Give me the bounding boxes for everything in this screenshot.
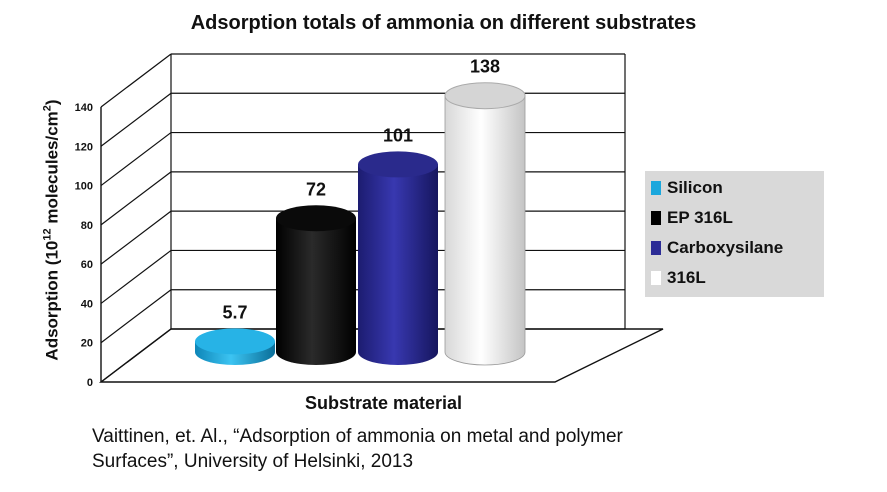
gridline-diag-140 [100,53,172,108]
bar-ep-316l: 72 [276,179,356,365]
bars: 5.7 72 101 138 [195,57,526,366]
caption-line-2: Surfaces”, University of Helsinki, 2013 [92,451,414,472]
bar-carboxysilane: 101 [358,125,438,365]
y-axis-label: Adsorption (1012 molecules/cm2) [41,99,62,361]
source-caption: Vaittinen, et. Al., “Adsorption of ammon… [92,424,872,474]
legend-item-316l: 316L [651,266,706,290]
bar-top-2 [358,151,438,178]
y-tick-label-40: 40 [81,298,93,310]
y-tick-label-60: 60 [81,259,93,271]
legend-label-carboxysilane: Carboxysilane [667,238,784,257]
data-label-2: 101 [383,125,413,145]
legend-label-316l: 316L [667,268,706,287]
bar-silicon: 5.7 [195,302,275,365]
legend-label-silicon: Silicon [667,178,723,197]
bar-body-1 [276,218,356,365]
legend-item-ep316l: EP 316L [651,206,733,230]
y-tick-label-20: 20 [81,338,93,350]
y-tick-label-140: 140 [75,102,93,114]
bar-body-2 [358,164,438,365]
legend-swatch-silicon [651,181,661,195]
legend-item-carboxysilane: Carboxysilane [651,236,783,260]
floor [98,328,664,383]
legend-swatch-carboxysilane [651,241,661,255]
data-label-0: 5.7 [222,302,247,322]
bar-top-3 [444,82,526,110]
gridline-diag-20 [100,289,172,344]
y-tick-label-120: 120 [75,141,93,153]
gridline-diag-100 [100,132,172,187]
gridline-diag-60 [100,210,172,265]
legend-label-ep316l: EP 316L [667,208,733,227]
chart-title: Adsorption totals of ammonia on differen… [190,12,697,34]
bar-top-0 [195,328,275,355]
bar-top-1 [276,205,356,232]
y-tick-label-100: 100 [75,181,93,193]
legend: Silicon EP 316L Carboxysilane 316L [645,171,824,297]
legend-swatch-316l [651,271,661,285]
data-label-1: 72 [306,179,326,199]
bar-body-3 [444,95,526,366]
gridline-diag-40 [100,249,172,304]
axes: 0 20 40 60 80 100 120 140 [75,102,664,389]
data-label-3: 138 [470,57,500,77]
x-axis-label: Substrate material [305,393,463,413]
y-tick-label-80: 80 [81,220,93,232]
bar-316l: 138 [444,57,526,366]
y-tick-label-0: 0 [87,377,93,389]
legend-swatch-ep316l [651,211,661,225]
gridline-diag-80 [100,171,172,226]
legend-item-silicon: Silicon [651,176,723,200]
caption-line-1: Vaittinen, et. Al., “Adsorption of ammon… [92,426,623,447]
gridline-diag-120 [100,92,172,147]
